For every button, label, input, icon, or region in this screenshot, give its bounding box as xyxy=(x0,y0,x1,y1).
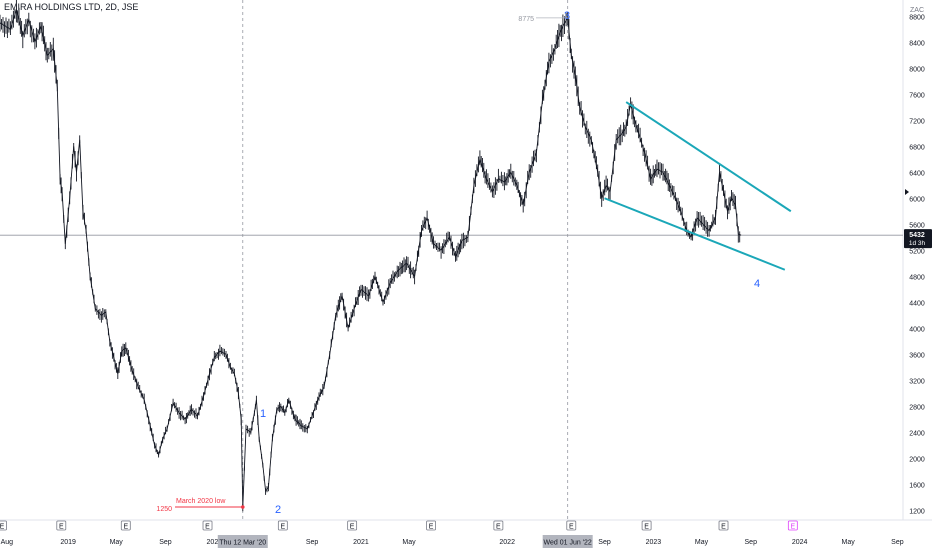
price-axis[interactable]: ZAC 1200 1600 2000 2400 2800 3200 3600 4000 4400 4… xyxy=(904,7,932,515)
crosshair-vertical-lines xyxy=(242,0,569,520)
price-tick-5600: 5600 xyxy=(909,222,925,229)
event-marker-5[interactable] xyxy=(347,520,358,531)
crosshair-date-left-box xyxy=(217,535,268,548)
last-price-value: 5432 xyxy=(909,232,925,239)
event-marker-label-2: E xyxy=(123,524,128,531)
event-marker-10[interactable] xyxy=(718,520,729,531)
price-tick-3600: 3600 xyxy=(909,352,925,359)
price-tick-8400: 8400 xyxy=(909,40,925,47)
annotations-layer: 1 2 3 4 March 2020 low 1250 8775 xyxy=(156,10,760,516)
event-marker-label-4: E xyxy=(281,524,286,531)
low-annotation-value: 1250 xyxy=(156,506,172,513)
wave-label-1: 1 xyxy=(260,408,266,420)
future-event-marker-label-0: E xyxy=(790,524,795,531)
price-tick-5200: 5200 xyxy=(909,248,925,255)
wave-label-2: 2 xyxy=(275,504,281,516)
time-tick-0: Aug xyxy=(1,539,14,546)
price-tick-6800: 6800 xyxy=(909,144,925,151)
price-bars xyxy=(0,0,741,512)
time-tick-7: May xyxy=(402,539,416,546)
crosshair-date-right-box xyxy=(542,535,593,548)
time-tick-2: May xyxy=(110,539,124,546)
price-tick-8000: 8000 xyxy=(909,66,925,73)
time-axis[interactable]: Aug 2019 May Sep 2020 Sep 2021 May 2022 Sep 2023 Ma… xyxy=(1,535,904,548)
event-marker-9[interactable] xyxy=(641,520,652,531)
event-marker-label-0: E xyxy=(0,524,5,531)
price-tick-2000: 2000 xyxy=(909,456,925,463)
price-tick-1600: 1600 xyxy=(909,482,925,489)
grid-layer xyxy=(0,0,932,521)
event-marker-label-5: E xyxy=(350,524,355,531)
time-tick-13: 2024 xyxy=(792,539,808,546)
wave-label-3: 3 xyxy=(564,10,570,22)
price-tick-7200: 7200 xyxy=(909,118,925,125)
time-tick-15: Sep xyxy=(891,539,904,546)
price-tick-1200: 1200 xyxy=(909,508,925,515)
price-tick-2400: 2400 xyxy=(909,430,925,437)
event-marker-label-6: E xyxy=(429,524,434,531)
price-tick-4400: 4400 xyxy=(909,300,925,307)
event-marker-4[interactable] xyxy=(277,520,288,531)
price-tick-6000: 6000 xyxy=(909,196,925,203)
time-tick-3: Sep xyxy=(159,539,172,546)
event-marker-8[interactable] xyxy=(566,520,577,531)
price-scale-marker[interactable] xyxy=(905,189,909,195)
crosshair-date-left: Thu 12 Mar '20 xyxy=(219,540,266,547)
price-tick-2800: 2800 xyxy=(909,404,925,411)
price-series xyxy=(0,0,742,512)
price-tick-7600: 7600 xyxy=(909,92,925,99)
price-line xyxy=(0,8,742,508)
time-tick-9: Sep xyxy=(598,539,611,546)
wave-label-4: 4 xyxy=(754,278,760,290)
event-marker-6[interactable] xyxy=(426,520,436,531)
event-marker-2[interactable] xyxy=(120,520,131,531)
event-marker-label-7: E xyxy=(496,524,501,531)
price-tick-6400: 6400 xyxy=(909,170,925,177)
trendline-lower[interactable] xyxy=(604,197,786,271)
event-marker-label-8: E xyxy=(569,524,574,531)
time-tick-10: 2023 xyxy=(646,539,662,546)
event-marker-7[interactable] xyxy=(493,520,504,531)
time-tick-5: Sep xyxy=(306,539,319,546)
time-tick-8: 2022 xyxy=(499,539,515,546)
currency-label: ZAC xyxy=(910,7,924,14)
event-marker-1[interactable] xyxy=(56,520,67,531)
crosshair-date-right: Wed 01 Jun '22 xyxy=(544,540,592,547)
time-tick-1: 2019 xyxy=(60,539,76,546)
time-tick-4: 2020 xyxy=(207,539,223,546)
event-marker-3[interactable] xyxy=(202,520,213,531)
time-tick-6: 2021 xyxy=(353,539,369,546)
symbol-title[interactable]: EMIRA HOLDINGS LTD, 2D, JSE xyxy=(4,2,139,12)
time-tick-14: May xyxy=(841,539,855,546)
price-tick-4000: 4000 xyxy=(909,326,925,333)
low-annotation-label: March 2020 low xyxy=(176,498,226,505)
event-marker-label-10: E xyxy=(721,524,726,531)
price-tick-4800: 4800 xyxy=(909,274,925,281)
high-annotation-value: 8775 xyxy=(518,16,534,23)
event-marker-label-9: E xyxy=(644,524,649,531)
price-tick-8800: 8800 xyxy=(909,14,925,21)
time-tick-11: May xyxy=(695,539,709,546)
future-event-marker-0[interactable] xyxy=(787,520,798,531)
event-marker-0[interactable] xyxy=(0,520,7,531)
event-marker-label-3: E xyxy=(205,524,210,531)
trendlines[interactable] xyxy=(604,101,792,271)
bar-countdown: 1d 3h xyxy=(909,240,926,247)
low-annotation-dot xyxy=(240,505,245,509)
price-tick-3200: 3200 xyxy=(909,378,925,385)
trendline-upper[interactable] xyxy=(625,101,792,213)
last-price-tag xyxy=(904,229,932,249)
event-marker-label-1: E xyxy=(59,524,64,531)
time-tick-12: Sep xyxy=(745,539,758,546)
